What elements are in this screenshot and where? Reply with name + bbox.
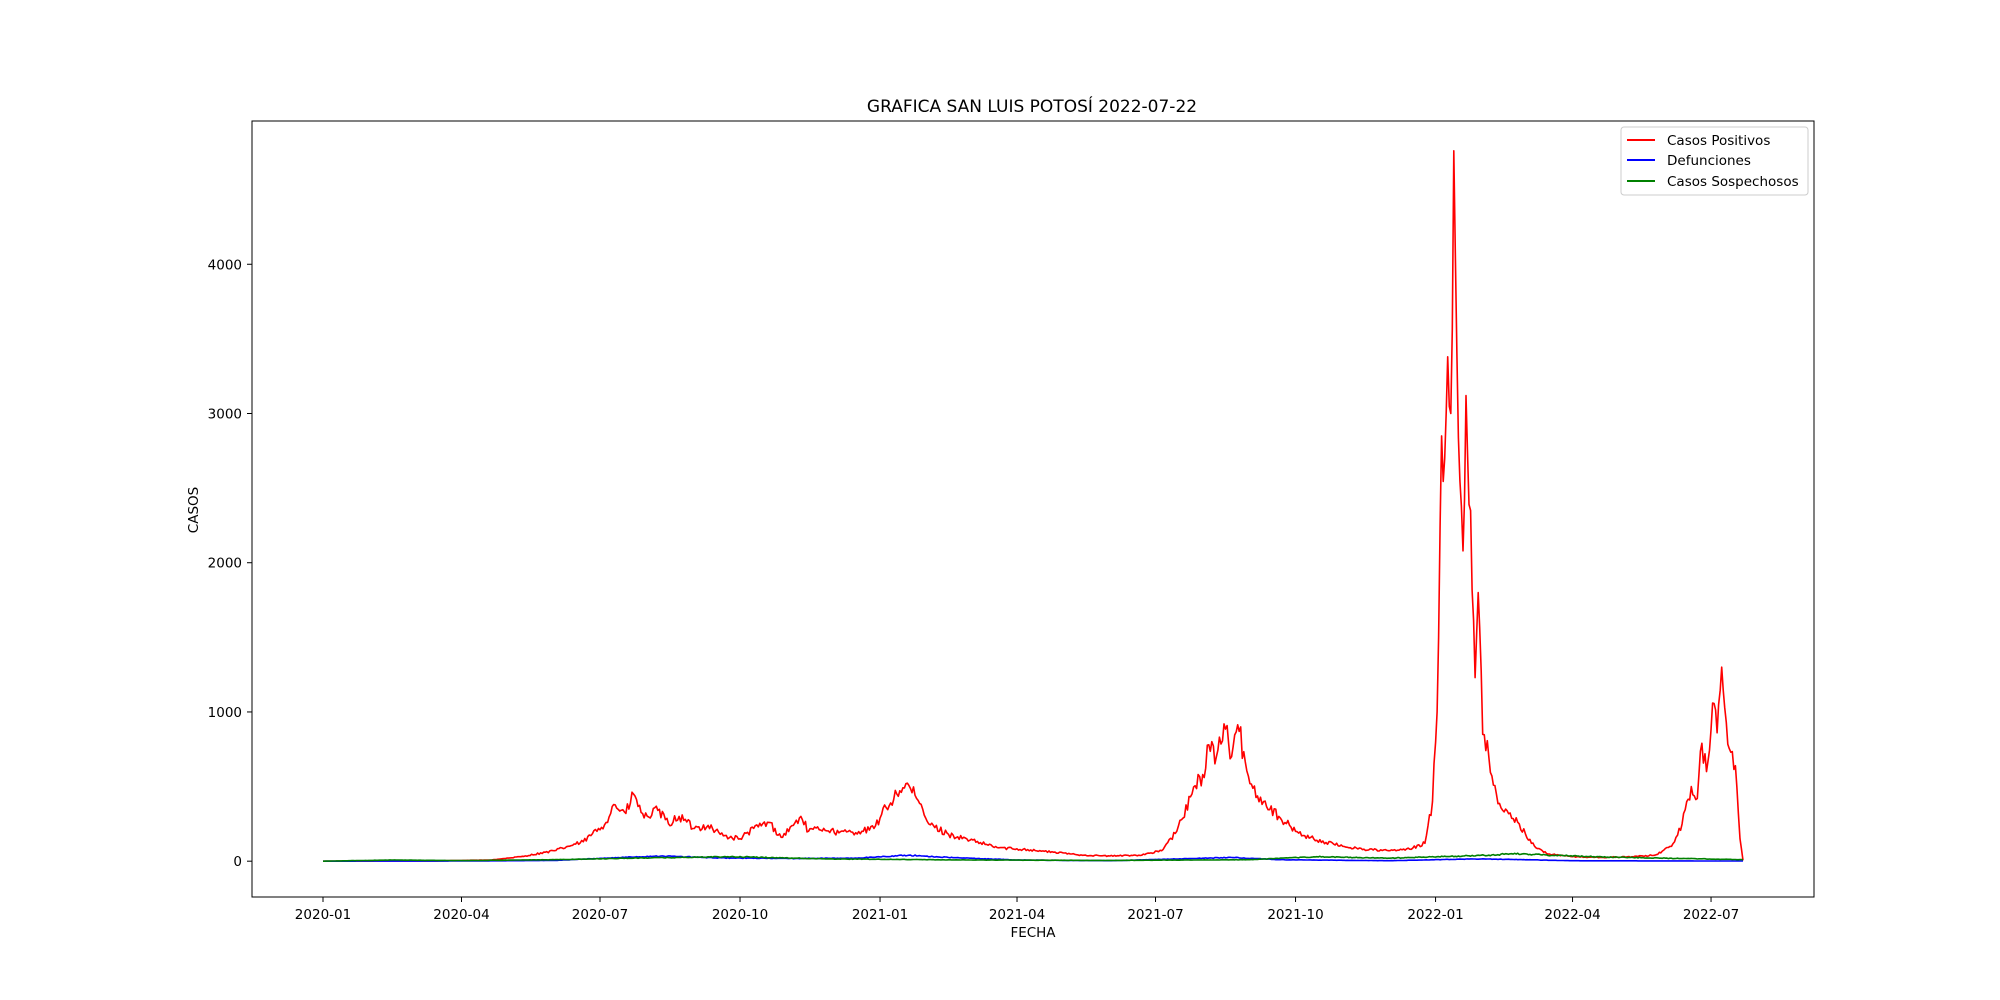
x-tick-label-10: 2022-07 <box>1683 907 1739 923</box>
y-tick-label-0: 0 <box>233 854 242 870</box>
series-layer <box>323 150 1744 862</box>
x-tick-label-1: 2020-04 <box>433 907 489 923</box>
legend-label-sospechosos: Casos Sospechosos <box>1667 174 1799 190</box>
y-tick-label-3: 3000 <box>208 406 242 422</box>
x-tick-label-6: 2021-07 <box>1127 907 1183 923</box>
x-tick-label-5: 2021-04 <box>989 907 1045 923</box>
y-axis-label: CASOS <box>186 487 202 533</box>
x-tick-label-0: 2020-01 <box>295 907 351 923</box>
legend-box <box>1620 126 1809 196</box>
y-tick-label-2: 2000 <box>208 556 242 572</box>
series-line-0 <box>323 150 1744 862</box>
x-tick-label-4: 2021-01 <box>852 907 908 923</box>
x-axis-label: FECHA <box>1010 925 1056 941</box>
x-tick-label-9: 2022-04 <box>1544 907 1600 923</box>
x-tick-label-8: 2022-01 <box>1407 907 1463 923</box>
y-axis: 0 1000 2000 3000 4000 <box>208 257 252 870</box>
chart-title: GRAFICA SAN LUIS POTOSÍ 2022-07-22 <box>867 95 1197 117</box>
legend-label-positivos: Casos Positivos <box>1667 133 1770 149</box>
axes-frame <box>251 120 1815 898</box>
x-axis: 2020-01 2020-04 2020-07 2020-10 2021-01 2021-… <box>295 897 1739 923</box>
y-tick-label-1: 1000 <box>208 705 242 721</box>
x-tick-label-2: 2020-07 <box>572 907 628 923</box>
x-tick-label-3: 2020-10 <box>712 907 768 923</box>
plot-area <box>251 120 1815 898</box>
legend: Casos Positivos Defunciones Casos Sospec… <box>1620 126 1809 196</box>
y-tick-label-4: 4000 <box>208 257 242 273</box>
x-tick-label-7: 2021-10 <box>1267 907 1323 923</box>
legend-label-defunciones: Defunciones <box>1667 153 1751 169</box>
series-line-2 <box>323 852 1744 862</box>
